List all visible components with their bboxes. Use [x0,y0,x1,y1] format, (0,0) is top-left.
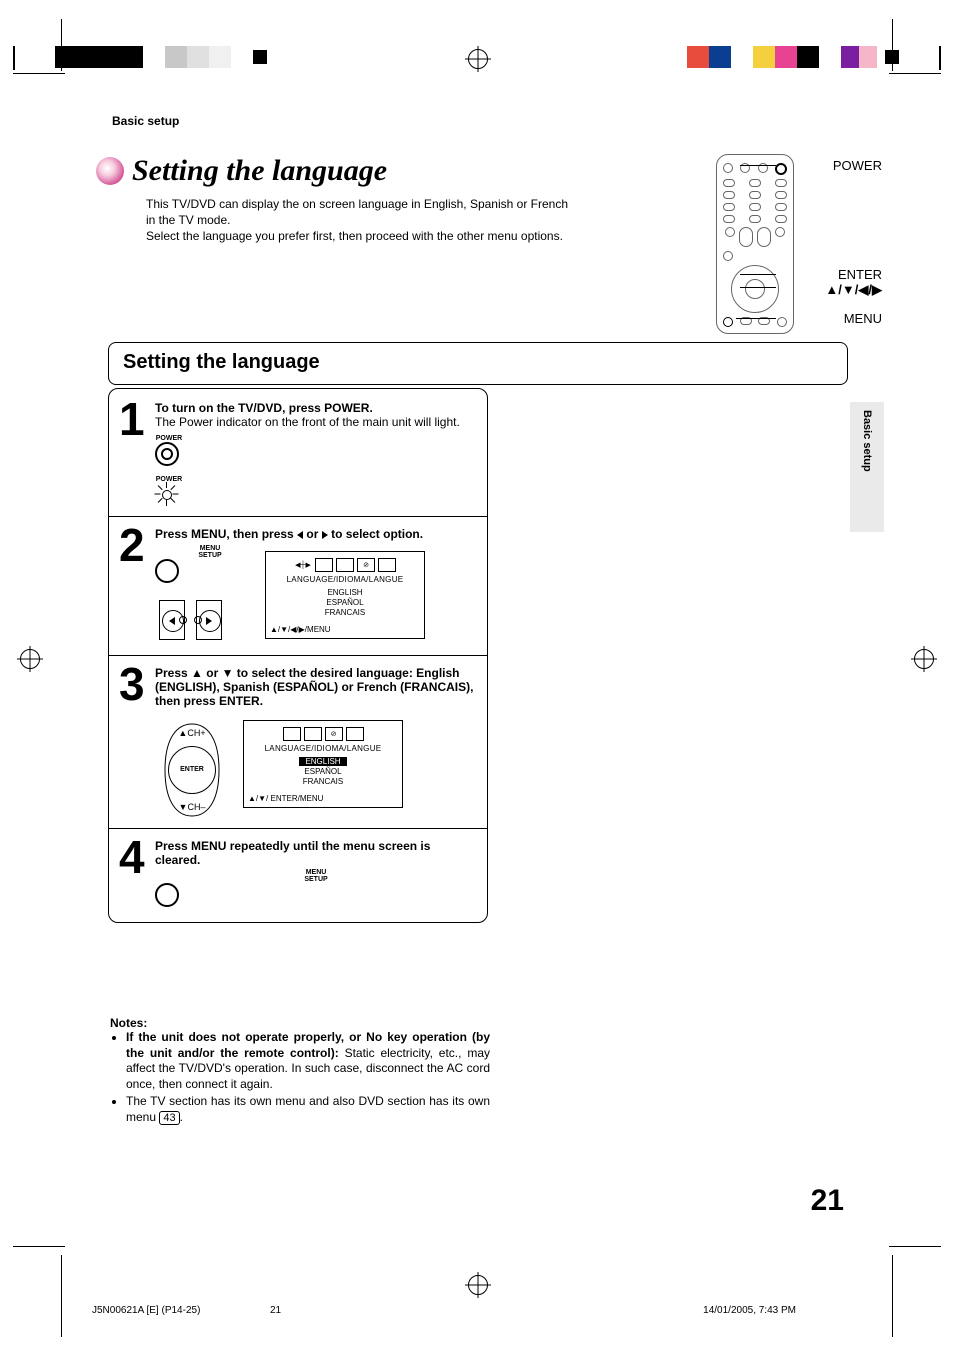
step-number: 3 [119,664,155,820]
right-arrow-icon [322,531,328,539]
crop-mark [13,73,65,74]
step-number: 4 [119,837,155,910]
osd-icon [378,558,396,572]
leader-line [740,274,776,275]
step-number: 1 [119,399,155,508]
osd-opt: ESPAÑOL [270,598,420,607]
side-tab: Basic setup [850,402,884,532]
step-1: 1 To turn on the TV/DVD, press POWER. Th… [119,399,477,508]
step-3: 3 Press ▲ or ▼ to select the desired lan… [119,664,477,820]
chpad-outline-icon [161,720,223,820]
power-btn-label: POWER [155,435,183,442]
crop-mark [13,1246,65,1247]
note-item: If the unit does not operate properly, o… [126,1030,490,1092]
remote-diagram [716,154,794,334]
osd-opt-selected: ENGLISH [299,757,346,766]
leader-line [740,165,776,166]
osd-icon [346,727,364,741]
osd-nav-icon: ◀┼▶ [294,558,312,572]
note2-b: . [180,1110,183,1124]
strip-right [607,46,941,70]
left-button-icon [159,600,185,640]
left-arrow-icon [297,531,303,539]
strip-left [13,46,309,70]
footer-center: 21 [270,1305,281,1316]
page-title-row: Setting the language [96,154,387,188]
step-number: 2 [119,525,155,647]
page-number: 21 [811,1184,844,1218]
crosshair-icon [914,649,934,669]
power-indicator-icon [155,483,177,505]
leader-line [736,318,776,319]
power-button-icon [155,442,179,466]
crop-mark [889,1246,941,1247]
step1-bold: To turn on the TV/DVD, press POWER. [155,401,373,415]
menu-btn-label: MENU SETUP [155,869,477,883]
page-content: Basic setup Setting the language This TV… [70,74,884,1234]
step2-text-c: to select option. [331,527,423,541]
footer-left: J5N00621A [E] (P14-25) [92,1305,200,1316]
osd-icon [336,558,354,572]
remote-label-power: POWER [833,159,882,172]
menu-btn-label: MENU SETUP [155,545,265,559]
menu-button-icon [155,559,179,583]
osd-foot: ▲/▼/ ENTER/MENU [248,794,398,803]
intro-p1: This TV/DVD can display the on screen la… [146,197,568,227]
crop-mark [61,1255,62,1337]
header-section-label: Basic setup [112,114,179,128]
intro-text: This TV/DVD can display the on screen la… [146,196,576,245]
remote-label-arrows: ▲/▼/◀/▶ [825,283,882,296]
osd-opt: ENGLISH [270,588,420,597]
step2-text-b: or [306,527,321,541]
step1-rest: The Power indicator on the front of the … [155,415,460,429]
crop-mark [892,19,893,71]
step-2: 2 Press MENU, then press or to select op… [119,525,477,647]
note-item: The TV section has its own menu and also… [126,1094,490,1125]
crosshair-icon [468,49,488,69]
osd-title: LANGUAGE/IDIOMA/LANGUE [248,744,398,753]
section-heading-box: Setting the language [108,342,848,385]
notes-section: Notes: If the unit does not operate prop… [110,1016,490,1128]
notes-heading: Notes: [110,1016,147,1030]
ch-pad-icon: ▲CH+ ENTER ▼CH– [161,720,223,820]
page-ref-badge: 43 [159,1111,179,1125]
remote-label-enter: ENTER [838,268,882,281]
step2-text-a: Press MENU, then press [155,527,297,541]
title-bullet-icon [96,157,124,185]
crosshair-icon [468,1275,488,1295]
footer-right: 14/01/2005, 7:43 PM [703,1305,796,1316]
step4-bold: Press MENU repeatedly until the menu scr… [155,839,430,867]
menu-button-icon [155,883,179,907]
osd-opt: FRANCAIS [270,608,420,617]
leader-line [740,287,776,288]
osd-icon: ⊘ [357,558,375,572]
steps-box: 1 To turn on the TV/DVD, press POWER. Th… [108,388,488,923]
osd-icon: ⊘ [325,727,343,741]
intro-p2: Select the language you prefer first, th… [146,229,563,243]
step3-bold: Press ▲ or ▼ to select the desired langu… [155,666,473,708]
osd-screen-step3: ⊘ LANGUAGE/IDIOMA/LANGUE ENGLISH ESPAÑOL… [243,720,403,808]
crosshair-icon [20,649,40,669]
osd-title: LANGUAGE/IDIOMA/LANGUE [270,575,420,584]
side-tab-label: Basic setup [861,410,873,472]
osd-icon [315,558,333,572]
crop-mark [61,19,62,71]
osd-screen-step2: ◀┼▶ ⊘ LANGUAGE/IDIOMA/LANGUE ENGLISH ESP… [265,551,425,639]
osd-opt: ESPAÑOL [248,767,398,776]
osd-opt: FRANCAIS [248,777,398,786]
remote-label-menu: MENU [844,312,882,325]
osd-icon [304,727,322,741]
osd-icon [283,727,301,741]
power-ind-label: POWER [155,476,183,483]
page-title: Setting the language [132,154,387,188]
osd-foot: ▲/▼/◀/▶/MENU [270,625,420,634]
crop-mark [889,73,941,74]
right-button-icon [196,600,222,640]
step-4: 4 Press MENU repeatedly until the menu s… [119,837,477,910]
section-heading: Setting the language [123,351,833,374]
crop-mark [892,1255,893,1337]
